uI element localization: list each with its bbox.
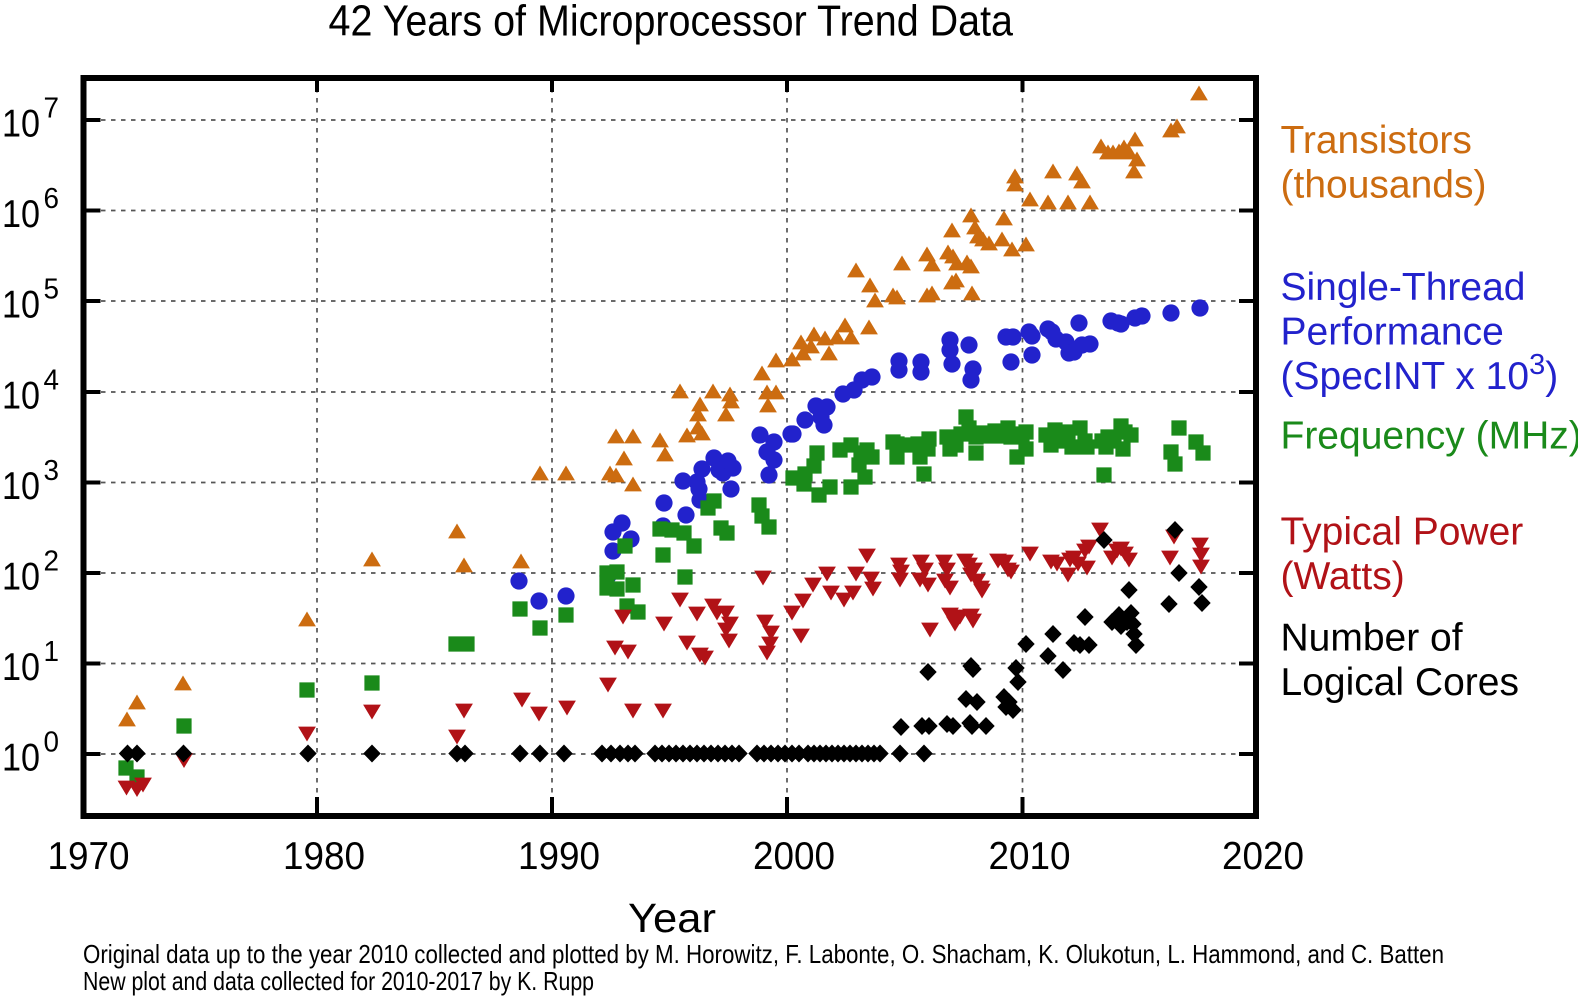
svg-text:7: 7 (44, 93, 60, 125)
svg-text:Original data up to the year 2: Original data up to the year 2010 collec… (83, 939, 1444, 969)
svg-text:Typical Power: Typical Power (1281, 511, 1524, 554)
svg-text:Year: Year (628, 895, 716, 941)
svg-text:(thousands): (thousands) (1281, 164, 1487, 207)
svg-text:0: 0 (44, 727, 60, 759)
svg-text:1990: 1990 (518, 835, 600, 878)
svg-text:Transistors: Transistors (1281, 119, 1472, 162)
svg-text:Performance: Performance (1281, 311, 1504, 354)
svg-text:2: 2 (44, 546, 60, 578)
svg-text:4: 4 (44, 365, 60, 397)
svg-text:10: 10 (2, 646, 40, 689)
svg-text:10: 10 (2, 737, 40, 780)
svg-text:1980: 1980 (283, 835, 365, 878)
svg-text:1: 1 (44, 636, 60, 668)
svg-text:Single-Thread: Single-Thread (1281, 266, 1526, 309)
svg-text:10: 10 (2, 375, 40, 418)
svg-text:5: 5 (44, 274, 60, 306)
svg-text:6: 6 (44, 183, 60, 215)
svg-text:10: 10 (2, 556, 40, 599)
svg-text:42 Years of Microprocessor Tre: 42 Years of Microprocessor Trend Data (329, 0, 1014, 46)
svg-text:Number of: Number of (1281, 617, 1463, 660)
svg-text:10: 10 (2, 284, 40, 327)
svg-text:3: 3 (44, 455, 60, 487)
svg-text:(Watts): (Watts) (1281, 555, 1405, 598)
svg-text:2000: 2000 (753, 835, 835, 878)
svg-text:(SpecINT x 103): (SpecINT x 103) (1281, 349, 1559, 398)
svg-text:10: 10 (2, 103, 40, 146)
svg-text:10: 10 (2, 193, 40, 236)
svg-text:New plot and data collected fo: New plot and data collected for 2010-201… (83, 966, 594, 996)
svg-text:Logical Cores: Logical Cores (1281, 661, 1519, 704)
svg-text:1970: 1970 (48, 835, 130, 878)
svg-text:10: 10 (2, 465, 40, 508)
svg-text:2020: 2020 (1222, 835, 1304, 878)
svg-text:Frequency (MHz): Frequency (MHz) (1281, 415, 1578, 458)
svg-text:2010: 2010 (989, 835, 1071, 878)
